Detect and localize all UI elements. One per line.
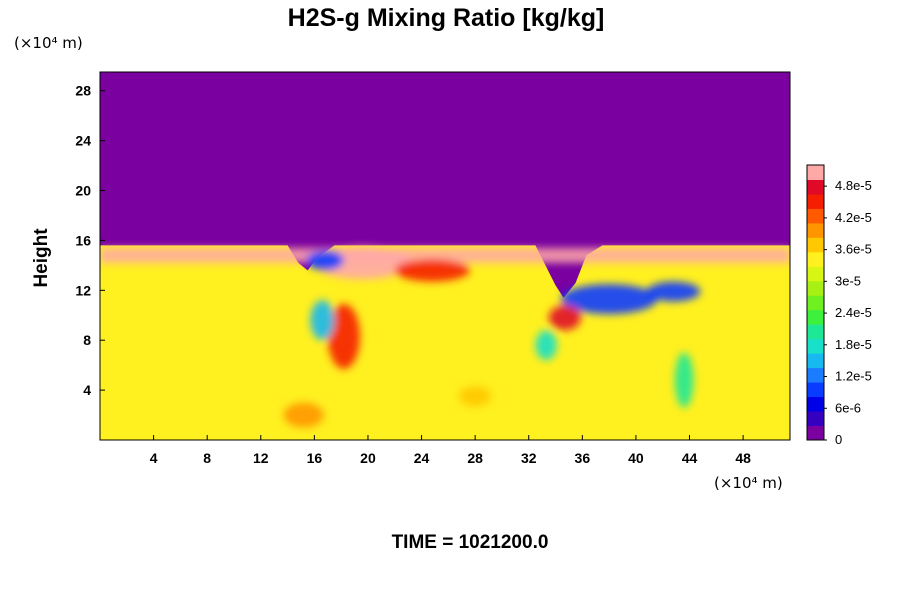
x-tick-label-9: 40 — [628, 450, 644, 466]
field-blob-7 — [646, 281, 701, 302]
field-features — [100, 246, 790, 428]
y-tick-label-5: 24 — [75, 133, 91, 149]
field-blob-9 — [535, 330, 557, 361]
field-blob-3 — [327, 304, 360, 369]
y-tick-label-6: 28 — [75, 83, 91, 99]
field-blob-2 — [394, 259, 470, 282]
colorbar-segment-17 — [807, 179, 824, 195]
colorbar-segment-18 — [807, 165, 824, 180]
colorbar-segment-14 — [807, 222, 824, 238]
colorbar-segment-9 — [807, 295, 824, 311]
colorbar-segment-7 — [807, 324, 824, 340]
field-blob-11 — [459, 386, 492, 407]
x-tick-label-11: 48 — [735, 450, 751, 466]
colorbar-label-7: 4.2e-5 — [835, 210, 872, 225]
colorbar-label-6: 3.6e-5 — [835, 242, 872, 257]
colorbar-segment-15 — [807, 208, 824, 224]
colorbar-segment-16 — [807, 193, 824, 209]
x-tick-label-8: 36 — [575, 450, 591, 466]
colorbar-label-3: 1.8e-5 — [835, 337, 872, 352]
colorbar-frame — [806, 164, 825, 441]
colorbar-segment-0 — [807, 425, 824, 441]
field-band-0 — [100, 247, 790, 263]
heatmap-field — [100, 72, 790, 440]
chart-title: H2S-g Mixing Ratio [kg/kg] — [287, 4, 605, 32]
field-blob-10 — [674, 352, 694, 408]
x-tick-label-10: 44 — [682, 450, 698, 466]
field-blob-8 — [548, 305, 581, 331]
x-tick-label-3: 16 — [307, 450, 323, 466]
colorbar-segment-4 — [807, 367, 824, 383]
colorbar: 0 6e-6 1.2e-5 1.8e-5 2.4e-5 3e-5 3.6e-5 4.2e-5 4… — [806, 164, 872, 447]
colorbar-segment-8 — [807, 309, 824, 325]
colorbar-label-8: 4.8e-5 — [835, 178, 872, 193]
colorbar-label-4: 2.4e-5 — [835, 305, 872, 320]
y-tick-label-2: 12 — [75, 282, 91, 298]
colorbar-segment-12 — [807, 251, 824, 267]
colorbar-segment-2 — [807, 396, 824, 412]
field-blob-4 — [306, 250, 344, 271]
x-tick-label-1: 8 — [203, 450, 211, 466]
colorbar-label-0: 0 — [835, 432, 842, 447]
colorbar-segment-10 — [807, 280, 824, 296]
colorbar-segment-6 — [807, 338, 824, 354]
time-label: TIME = 1021200.0 — [391, 532, 549, 553]
x-tick-label-2: 12 — [253, 450, 269, 466]
y-tick-label-0: 4 — [83, 382, 91, 398]
y-tick-label-1: 8 — [83, 332, 91, 348]
colorbar-segment-3 — [807, 382, 824, 398]
y-tick-label-4: 20 — [75, 183, 91, 199]
colorbar-label-2: 1.2e-5 — [835, 369, 872, 384]
colorbar-segment-11 — [807, 266, 824, 282]
x-tick-label-7: 32 — [521, 450, 537, 466]
y-tick-label-3: 16 — [75, 232, 91, 248]
colorbar-segment-13 — [807, 237, 824, 253]
x-axis-unit: (×10⁴ m) — [714, 474, 783, 492]
x-tick-label-5: 24 — [414, 450, 430, 466]
y-axis-unit: (×10⁴ m) — [14, 34, 83, 52]
colorbar-label-5: 3e-5 — [835, 273, 861, 288]
x-tick-label-6: 28 — [467, 450, 483, 466]
colorbar-label-1: 6e-6 — [835, 400, 861, 415]
plot-frame — [99, 71, 791, 441]
field-blob-6 — [560, 284, 658, 315]
field-blob-5 — [310, 300, 335, 341]
x-tick-label-4: 20 — [360, 450, 376, 466]
colorbar-segment-5 — [807, 353, 824, 369]
x-tick-label-0: 4 — [150, 450, 158, 466]
colorbar-segment-1 — [807, 411, 824, 427]
field-blob-12 — [283, 402, 324, 428]
